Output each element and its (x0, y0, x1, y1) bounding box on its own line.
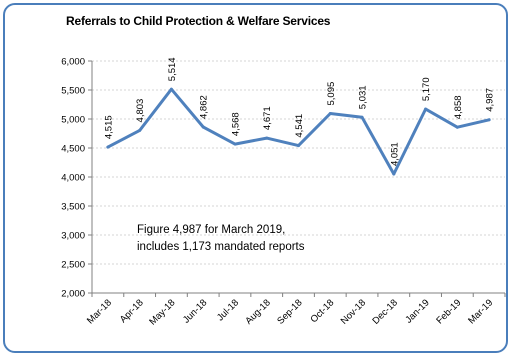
data-point (138, 128, 142, 132)
x-tick-label: Jun-18 (181, 297, 209, 325)
data-point (297, 144, 300, 148)
chart-title: Referrals to Child Protection & Welfare … (66, 14, 331, 28)
data-label: 4,987 (485, 88, 496, 112)
x-tick-label: Dec-18 (370, 297, 399, 326)
data-point (424, 107, 428, 111)
x-tick-label: May-18 (147, 297, 177, 327)
data-point (328, 111, 332, 115)
data-label: 4,515 (103, 115, 114, 139)
data-point (106, 145, 110, 149)
y-tick-label: 4,000 (61, 173, 85, 184)
data-label: 4,568 (230, 112, 241, 136)
data-label: 5,514 (167, 57, 178, 81)
y-tick-label: 5,500 (61, 86, 85, 97)
data-label: 5,170 (421, 77, 432, 101)
annotation-line-2: includes 1,173 mandated reports (137, 241, 305, 253)
data-label: 4,803 (135, 99, 146, 123)
data-label: 4,051 (389, 142, 400, 166)
data-label: 4,671 (262, 106, 273, 130)
data-point (201, 125, 205, 129)
data-point (265, 136, 269, 140)
x-tick-label: Mar-18 (85, 297, 114, 326)
data-point (392, 172, 396, 176)
data-point (169, 87, 173, 91)
y-tick-label: 5,000 (61, 115, 85, 126)
y-tick-label: 4,500 (61, 144, 85, 155)
x-tick-label: Apr-18 (118, 297, 146, 325)
data-point (487, 118, 491, 122)
x-tick-label: Jan-19 (403, 297, 431, 325)
annotation-line-1: Figure 4,987 for March 2019, (137, 224, 286, 236)
x-tick-label: Nov-18 (339, 297, 368, 326)
line-chart: 2,000 2,500 3,000 3,500 4,000 4,500 5,000 5,500… (61, 57, 506, 328)
x-tick-label: Oct-18 (308, 297, 336, 325)
chart-frame (3, 3, 508, 353)
y-tick-label: 2,000 (61, 289, 85, 300)
x-tick-label: Mar-19 (466, 297, 495, 326)
data-point (233, 142, 237, 146)
y-tick-label: 6,000 (61, 57, 85, 68)
x-tick-label: Sep-18 (275, 297, 304, 326)
y-tick-label: 3,000 (61, 231, 85, 242)
x-tick-label: Jul-18 (215, 297, 241, 323)
data-label: 4,541 (294, 114, 305, 138)
data-point (360, 115, 364, 119)
chart-annotation: Figure 4,987 for March 2019, includes 1,… (137, 222, 305, 256)
x-tick-label: Feb-19 (434, 297, 463, 326)
data-point (455, 125, 459, 129)
data-label: 5,095 (326, 82, 337, 106)
data-label: 4,862 (199, 95, 210, 119)
y-tick-label: 3,500 (61, 202, 85, 213)
data-label: 5,031 (358, 85, 369, 109)
x-tick-label: Aug-18 (243, 297, 272, 326)
data-label: 4,858 (453, 95, 464, 119)
y-tick-label: 2,500 (61, 260, 85, 271)
